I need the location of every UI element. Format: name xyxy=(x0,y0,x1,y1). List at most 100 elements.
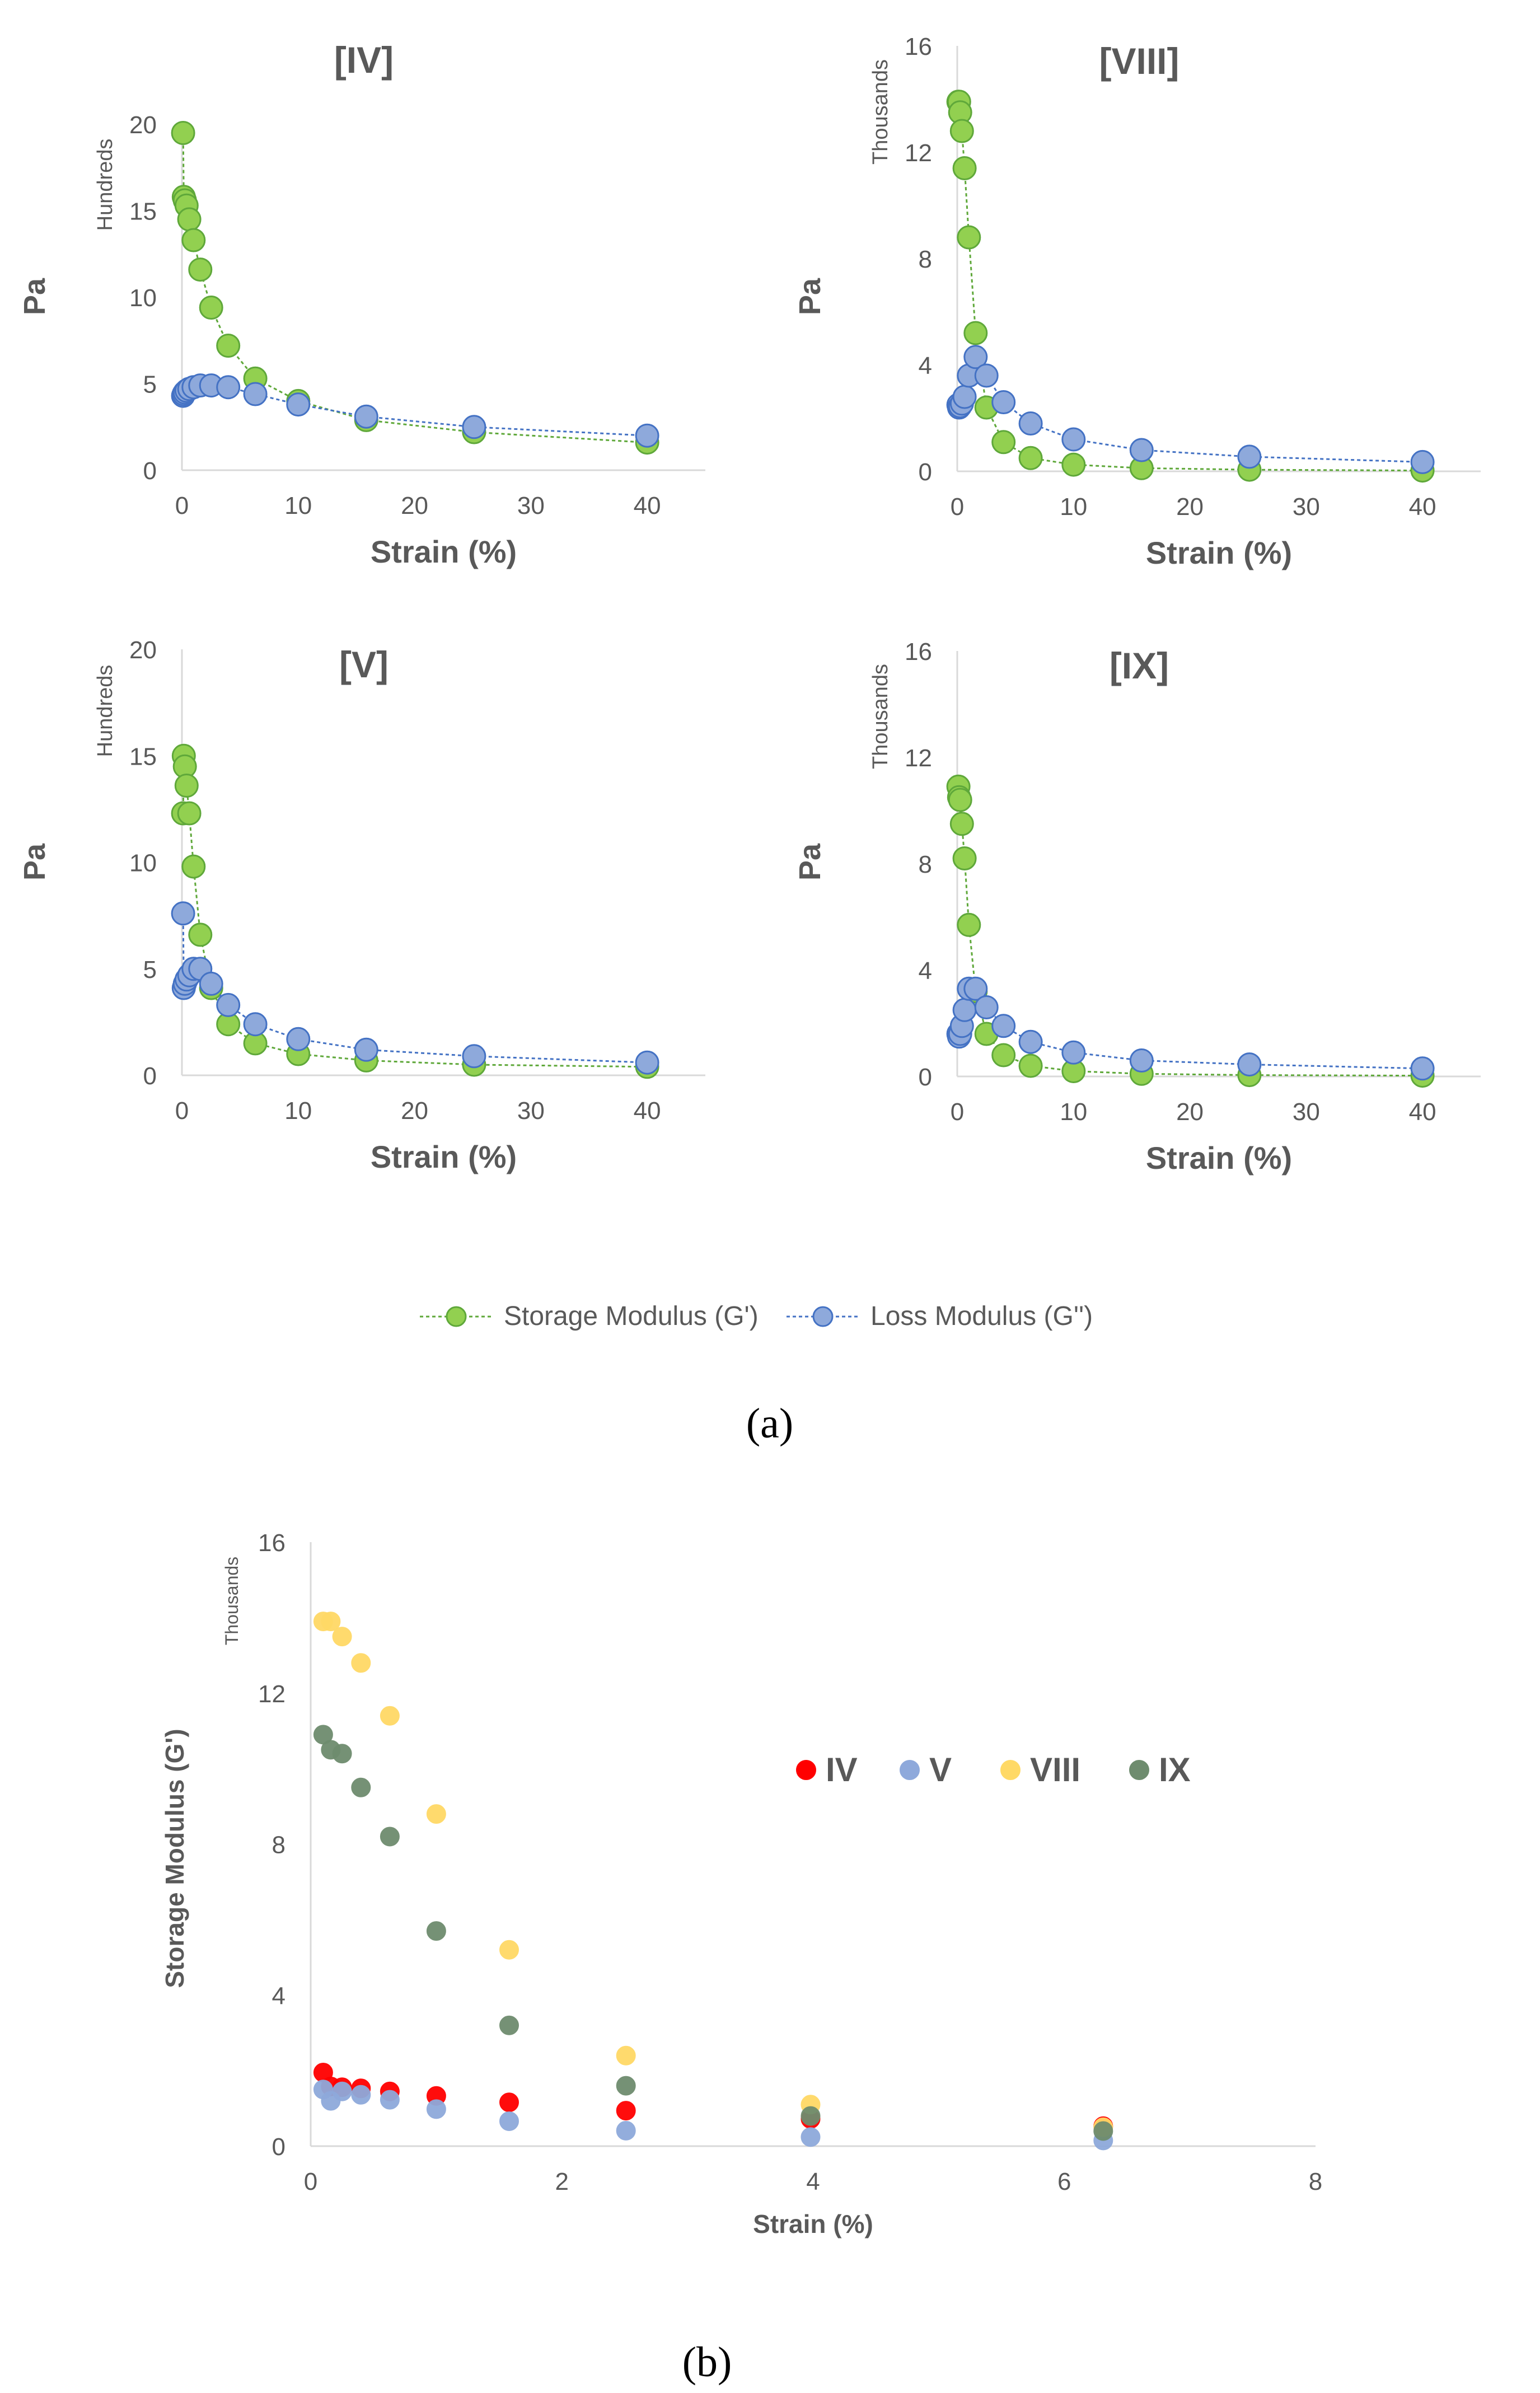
x-tick-label: 0 xyxy=(304,2168,317,2195)
caption-a: (a) xyxy=(746,1400,793,1447)
data-point xyxy=(332,2081,352,2101)
data-point xyxy=(957,912,981,937)
data-point xyxy=(635,423,659,448)
unit-label: Thousands xyxy=(222,1557,242,1645)
chart-4: 0 4 8 12 16 0 10 20 30 40 [IX] Strain (%) Pa Thousand… xyxy=(793,638,1481,1176)
y-tick-label: 16 xyxy=(905,638,932,666)
x-tick-label: 30 xyxy=(1293,1098,1320,1126)
data-point xyxy=(499,2015,519,2035)
data-point xyxy=(171,121,195,145)
x-tick-label: 20 xyxy=(1176,493,1204,521)
series-ix xyxy=(313,1725,1113,2141)
data-point xyxy=(1129,438,1154,462)
data-point xyxy=(181,228,206,252)
data-point xyxy=(177,801,202,826)
series-storage xyxy=(946,90,1435,483)
y-tick-label: 0 xyxy=(143,457,157,485)
y-tick-label: 16 xyxy=(258,1529,285,1557)
chart-2: 0 4 8 12 16 0 10 20 30 40 [VIII] Strain (%) Pa Thousa… xyxy=(793,33,1481,570)
y-tick-label: 4 xyxy=(919,957,932,985)
series-viii xyxy=(313,1612,1113,2137)
data-point xyxy=(351,1777,371,1797)
legend-storage-label: Storage Modulus (G') xyxy=(504,1301,759,1331)
y-axis-label: Pa xyxy=(18,278,52,315)
y-axis-label: Pa xyxy=(793,278,827,315)
legend-marker-ix xyxy=(1129,1760,1149,1780)
data-point xyxy=(171,901,195,926)
data-point xyxy=(952,156,977,180)
y-tick-label: 12 xyxy=(258,1680,285,1708)
data-point xyxy=(957,225,981,250)
unit-label: Thousands xyxy=(869,59,892,165)
legend-label-ix: IX xyxy=(1159,1751,1191,1788)
x-tick-label: 10 xyxy=(1060,1098,1087,1126)
data-point xyxy=(499,2092,519,2113)
data-point xyxy=(991,390,1016,414)
y-tick-label: 16 xyxy=(905,33,932,60)
data-point xyxy=(177,207,202,232)
x-axis-label: Strain (%) xyxy=(753,2209,873,2239)
x-axis-label: Strain (%) xyxy=(371,1139,517,1174)
data-point xyxy=(991,1014,1016,1038)
data-point xyxy=(949,812,974,836)
data-point xyxy=(243,1012,268,1037)
y-tick-label: 15 xyxy=(129,198,157,226)
y-tick-label: 20 xyxy=(129,111,157,139)
data-point xyxy=(426,2099,446,2119)
legend-b: IV V VIII IX xyxy=(796,1751,1191,1788)
x-tick-label: 20 xyxy=(401,492,428,519)
data-point xyxy=(963,976,988,1001)
y-tick-label: 4 xyxy=(919,352,932,380)
x-tick-label: 6 xyxy=(1057,2168,1071,2195)
data-point xyxy=(1018,411,1043,435)
data-point xyxy=(948,788,972,812)
x-axis-label: Strain (%) xyxy=(1146,1140,1292,1176)
data-point xyxy=(1061,1040,1086,1065)
data-point xyxy=(354,404,378,429)
y-tick-label: 8 xyxy=(272,1832,285,1859)
y-tick-label: 10 xyxy=(129,850,157,877)
x-tick-label: 2 xyxy=(555,2168,569,2195)
x-tick-label: 30 xyxy=(517,492,545,519)
x-tick-label: 10 xyxy=(284,1097,312,1125)
series-loss xyxy=(171,901,659,1075)
data-point xyxy=(332,1627,352,1647)
series-loss xyxy=(946,976,1435,1081)
chart-5: 0 4 8 12 16 0 2 4 6 8 Strain (%) Storage Modulus (G… xyxy=(160,1529,1322,2239)
data-point xyxy=(991,430,1016,455)
data-point xyxy=(462,415,486,439)
legend-marker-v xyxy=(900,1760,920,1780)
y-tick-label: 0 xyxy=(272,2133,285,2161)
y-axis-label: Storage Modulus (G') xyxy=(160,1729,189,1988)
data-point xyxy=(949,119,974,143)
x-tick-label: 20 xyxy=(1176,1098,1204,1126)
caption-b: (b) xyxy=(682,2339,732,2386)
data-point xyxy=(286,392,311,417)
x-axis-label: Strain (%) xyxy=(371,534,517,569)
data-point xyxy=(616,2045,636,2066)
data-point xyxy=(1061,452,1086,477)
y-tick-label: 5 xyxy=(143,371,157,399)
data-point xyxy=(216,334,241,358)
data-point xyxy=(1129,1048,1154,1073)
y-tick-label: 12 xyxy=(905,744,932,772)
data-point xyxy=(1018,1029,1043,1054)
y-tick-label: 8 xyxy=(919,246,932,273)
unit-label: Hundreds xyxy=(93,139,117,231)
x-tick-label: 30 xyxy=(517,1097,545,1125)
data-point xyxy=(354,1037,378,1062)
data-point xyxy=(952,998,977,1022)
series-v xyxy=(313,2080,1113,2151)
x-tick-label: 40 xyxy=(634,492,661,519)
data-point xyxy=(1093,2121,1113,2141)
legend-label-viii: VIII xyxy=(1030,1751,1080,1788)
y-tick-label: 0 xyxy=(919,458,932,486)
chart-title: [VIII] xyxy=(1099,40,1179,82)
x-tick-label: 10 xyxy=(284,492,312,519)
series-storage xyxy=(171,121,659,455)
data-point xyxy=(1237,1052,1262,1077)
x-axis-label: Strain (%) xyxy=(1146,535,1292,570)
data-point xyxy=(952,846,977,870)
data-point xyxy=(321,1612,341,1632)
